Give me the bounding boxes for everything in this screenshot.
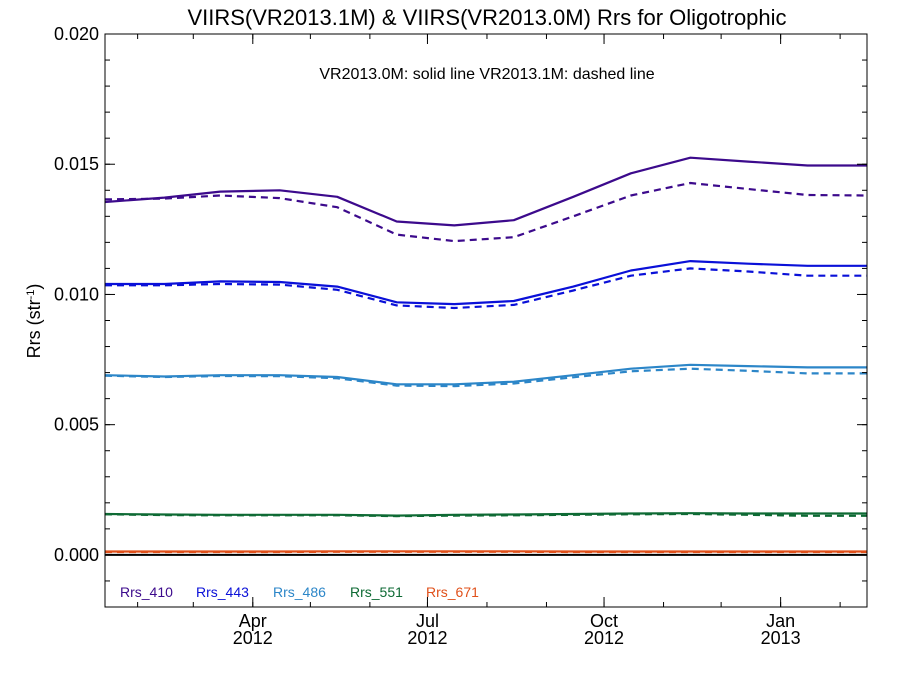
y-tick-label: 0.000 [54,545,99,565]
y-tick-label: 0.010 [54,284,99,304]
axes: 0.0000.0050.0100.0150.020Apr2012Jul2012O… [54,24,868,648]
y-axis-label-close: ) [24,284,44,290]
x-tick-label-year: 2012 [233,628,273,648]
legend-entry-rrs-551: Rrs_551 [350,584,403,600]
chart-title: VIIRS(VR2013.1M) & VIIRS(VR2013.0M) Rrs … [187,5,786,30]
y-tick-label: 0.020 [54,24,99,44]
x-tick-label-month: Apr [239,611,267,631]
series-line-rrs-410-dashed [104,181,868,243]
series-line-rrs-486-solid [104,363,867,386]
y-axis-label: Rrs (str-1) [24,284,44,359]
x-tick-label-month: Jul [416,611,439,631]
x-tick-label-year: 2012 [407,628,447,648]
legend: Rrs_410 Rrs_443 Rrs_486 Rrs_551 Rrs_671 [120,584,479,600]
legend-entry-rrs-410: Rrs_410 [120,584,173,600]
chart-annotation: VR2013.0M: solid line VR2013.1M: dashed … [319,66,654,83]
plot-frame [104,33,868,608]
y-axis-label-main: Rrs (str [24,299,44,358]
x-tick-label-year: 2013 [761,628,801,648]
legend-entry-rrs-443: Rrs_443 [196,584,249,600]
plot-lines [104,156,868,556]
series-line-rrs-443-dashed [105,267,867,310]
series-line-rrs-486-dashed [104,367,867,388]
series-line-rrs-443-solid [105,260,867,306]
y-tick-label: 0.015 [54,154,99,174]
legend-entry-rrs-486: Rrs_486 [273,584,326,600]
x-tick-label-month: Oct [590,611,618,631]
x-tick-label-year: 2012 [584,628,624,648]
x-tick-label-month: Jan [766,611,795,631]
legend-entry-rrs-671: Rrs_671 [426,584,479,600]
series-line-rrs-551-dashed [104,512,867,518]
y-axis-label-sup: -1 [25,290,37,300]
series-line-rrs-410-solid [104,156,867,227]
y-tick-label: 0.005 [54,415,99,435]
